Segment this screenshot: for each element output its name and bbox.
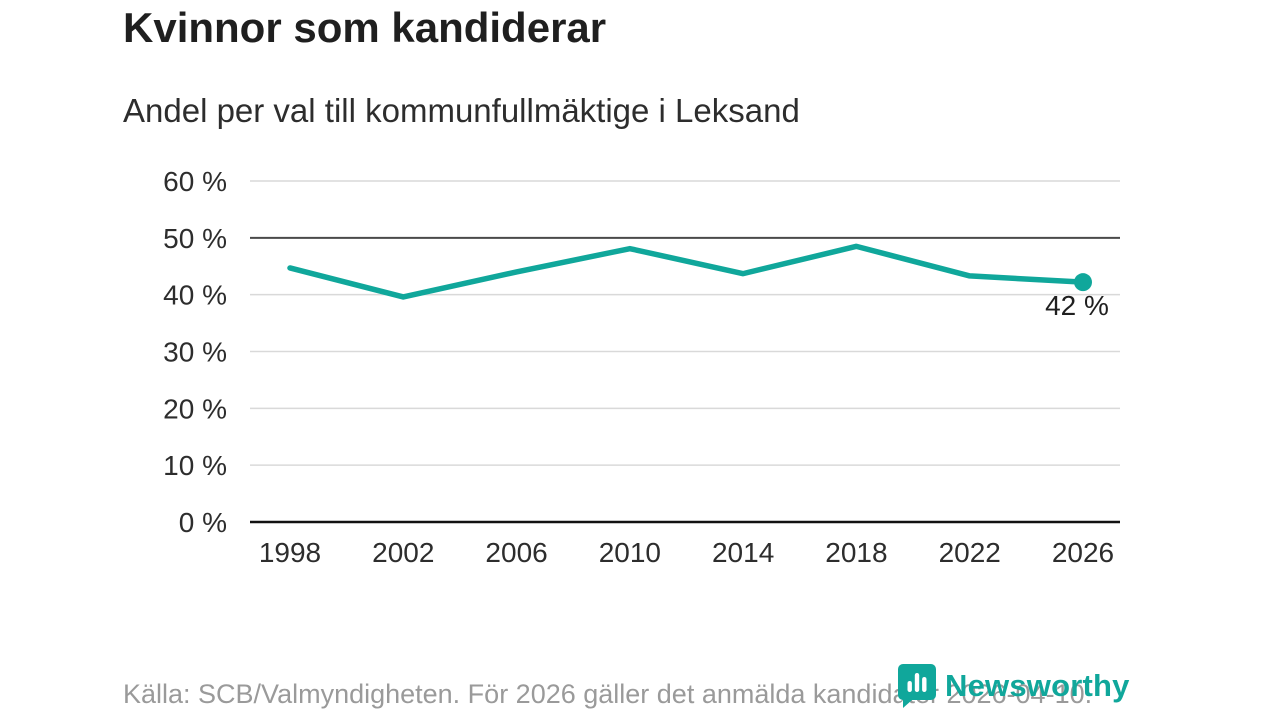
y-tick-label: 40 % — [163, 280, 227, 311]
end-point-marker — [1074, 273, 1092, 292]
y-tick-label: 30 % — [163, 337, 227, 368]
y-tick-label: 50 % — [163, 223, 227, 254]
x-tick-label: 1998 — [259, 537, 321, 568]
x-tick-label: 2026 — [1052, 537, 1114, 568]
y-tick-label: 10 % — [163, 450, 227, 481]
data-line — [287, 243, 1086, 300]
x-tick-label: 2022 — [939, 537, 1001, 568]
end-value-label: 42 % — [1045, 290, 1109, 321]
x-tick-label: 2006 — [485, 537, 547, 568]
line-chart: 0 % 10 % 20 % 30 % 40 % 50 % 60 % 1998 2002 2006 2… — [0, 160, 1280, 590]
y-tick-label: 0 % — [179, 507, 227, 538]
chart-title: Kvinnor som kandiderar — [123, 4, 607, 51]
x-tick-label: 2002 — [372, 537, 434, 568]
x-tick-label: 2010 — [599, 537, 661, 568]
x-tick-label: 2014 — [712, 537, 774, 568]
chart-subtitle: Andel per val till kommunfullmäktige i L… — [123, 92, 800, 129]
newsworthy-wordmark: Newsworthy — [945, 668, 1130, 703]
y-tick-label: 20 % — [163, 393, 227, 424]
newsworthy-bars-icon — [898, 664, 936, 708]
y-tick-label: 60 % — [163, 166, 227, 197]
newsworthy-logo: Newsworthy — [898, 664, 1130, 708]
line-chart-svg: 0 % 10 % 20 % 30 % 40 % 50 % 60 % 1998 2002 2006 2… — [163, 166, 1120, 568]
x-tick-label: 2018 — [825, 537, 887, 568]
